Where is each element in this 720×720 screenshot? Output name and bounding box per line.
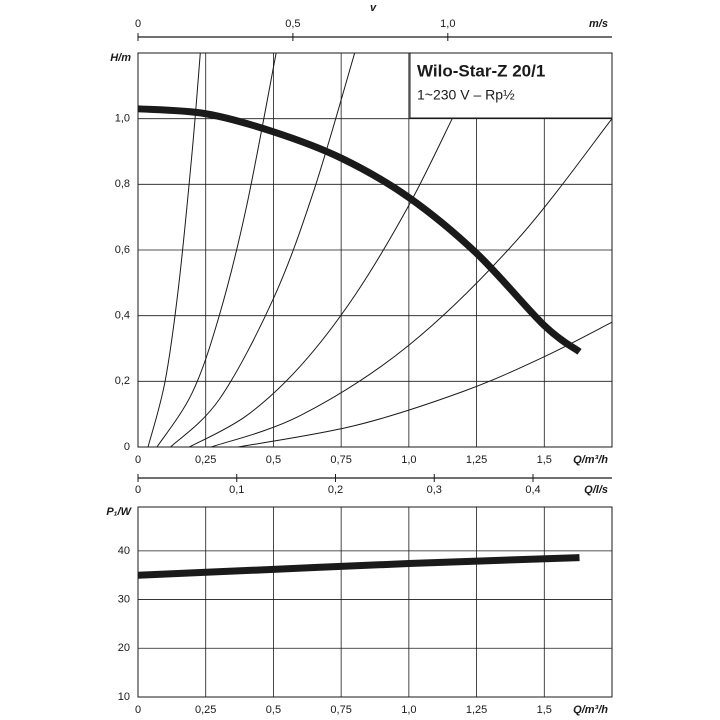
x2-tick-label: 0 [135,484,141,496]
y-tick-label: 0,4 [115,310,130,322]
y-tick-label: 0,8 [115,178,130,190]
x3-symbol: v [370,2,377,14]
pump-curve [137,105,582,355]
plot-frame [137,52,613,448]
system-curve [210,118,613,448]
x-tick-label: 1,5 [537,704,552,716]
x-axis-label: Q/m³/h [573,454,608,466]
y-axis-label: P₁/W [106,506,132,518]
x-tick-label: 0,25 [195,454,216,466]
x3-axis-label: m/s [589,18,608,30]
x2-axis-label: Q/l/s [584,484,608,496]
x2-tick-label: 0,3 [427,484,442,496]
x-tick-label: 1,25 [466,704,487,716]
chart-title: Wilo-Star-Z 20/1 [417,61,545,80]
x-tick-label: 1,0 [401,704,416,716]
y-tick-label: 40 [118,545,130,557]
pump-curve [137,554,580,579]
system-curve [170,52,356,448]
chart-subtitle: 1~230 V – Rp½ [417,87,515,103]
system-curve [156,52,277,448]
x3-tick-label: 0 [135,18,141,30]
title-box [409,52,613,119]
x-tick-label: 1,25 [466,454,487,466]
x2-tick-label: 0,4 [525,484,540,496]
x-tick-label: 0,25 [195,704,216,716]
y-tick-label: 10 [118,691,130,703]
x3-tick-label: 1,0 [440,18,455,30]
x-axis-label: Q/m³/h [573,704,608,716]
x-tick-label: 0 [135,704,141,716]
y-axis-label: H/m [110,52,131,64]
x3-tick-label: 0,5 [285,18,300,30]
y-tick-label: 30 [118,593,130,605]
y-tick-label: 0,2 [115,375,130,387]
x-tick-label: 0,5 [266,454,281,466]
x-tick-label: 0,75 [330,704,351,716]
plot-frame [137,506,613,698]
y-tick-label: 0 [124,441,130,453]
x-tick-label: 0 [135,454,141,466]
x2-tick-label: 0,2 [328,484,343,496]
x-tick-label: 0,75 [330,454,351,466]
x-tick-label: 1,0 [401,454,416,466]
system-curve [147,52,201,448]
y-tick-label: 0,6 [115,244,130,256]
x-tick-label: 1,5 [537,454,552,466]
system-curve [189,118,453,448]
x2-tick-label: 0,1 [229,484,244,496]
x-tick-label: 0,5 [266,704,281,716]
system-curve [238,321,613,448]
y-tick-label: 1,0 [115,113,130,125]
y-tick-label: 20 [118,642,130,654]
